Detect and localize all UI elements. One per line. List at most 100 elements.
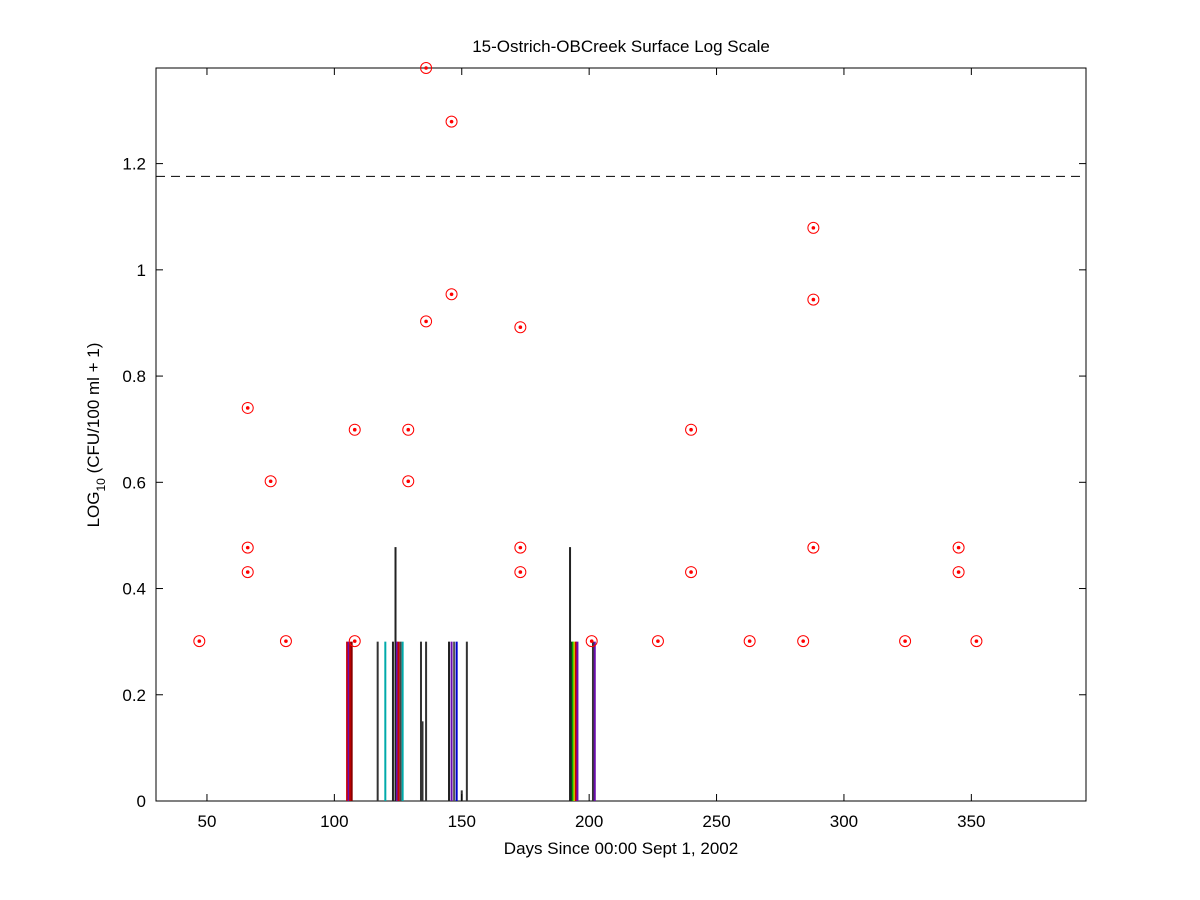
data-point-9: [402, 475, 415, 488]
bar-7: [394, 547, 397, 801]
bars-layer: [346, 547, 596, 801]
data-point-2: [241, 541, 254, 554]
data-point-ring: [402, 475, 415, 488]
data-point-ring: [279, 635, 292, 648]
bar-21: [569, 547, 572, 801]
data-point-ring: [514, 541, 527, 554]
bar-6: [391, 641, 394, 801]
plot-area: [155, 67, 1087, 802]
data-point-25: [807, 541, 820, 554]
data-point-dot: [801, 639, 805, 643]
data-point-dot: [352, 639, 357, 643]
bar-4: [376, 641, 379, 801]
data-point-11: [420, 315, 433, 328]
data-point-ring: [420, 62, 433, 74]
data-point-22: [797, 635, 810, 648]
data-point-23: [807, 221, 820, 234]
chart-title: 15-Ostrich-OBCreek Surface Log Scale: [472, 37, 770, 56]
data-point-dot: [268, 479, 273, 484]
y-tick-label-4: 0.8: [122, 367, 146, 386]
y-axis-label-subscript: 10: [94, 478, 108, 492]
y-tick-label-0: 0: [137, 792, 146, 811]
data-point-dot: [656, 639, 660, 643]
data-point-ring: [952, 566, 965, 579]
data-point-ring: [445, 115, 458, 128]
data-point-dot: [811, 545, 816, 550]
y-axis-label: LOG10 (CFU/100 ml + 1): [84, 343, 108, 528]
data-point-18: [651, 635, 664, 648]
data-point-14: [514, 321, 527, 334]
data-point-13: [445, 288, 458, 301]
data-point-5: [279, 635, 292, 648]
bar-15: [448, 641, 451, 801]
bar-14: [425, 641, 428, 801]
bar-13: [421, 721, 424, 801]
data-point-6: [348, 423, 361, 436]
x-tick-label-1: 100: [320, 812, 348, 831]
data-point-27: [952, 541, 965, 554]
bar-16: [450, 641, 453, 801]
data-point-dot: [956, 570, 961, 574]
data-point-15: [514, 541, 527, 554]
data-point-ring: [193, 635, 206, 648]
data-point-dot: [811, 297, 816, 302]
data-point-dot: [956, 545, 961, 550]
data-point-ring: [797, 635, 810, 648]
data-point-ring: [807, 293, 820, 306]
data-point-ring: [514, 321, 527, 334]
data-point-dot: [903, 639, 907, 643]
data-point-ring: [420, 315, 433, 328]
data-point-ring: [952, 541, 965, 554]
data-point-dot: [974, 639, 979, 643]
x-tick-label-0: 50: [197, 812, 216, 831]
data-point-ring: [685, 423, 698, 436]
data-point-ring: [899, 635, 912, 648]
bar-8: [396, 641, 399, 801]
data-point-28: [952, 566, 965, 579]
bar-26: [576, 641, 579, 801]
data-point-ring: [970, 635, 983, 648]
data-point-dot: [406, 427, 411, 432]
data-point-19: [685, 423, 698, 436]
data-point-dot: [245, 570, 250, 574]
bar-18: [455, 641, 458, 801]
data-point-dot: [424, 319, 428, 324]
y-tick-label-2: 0.4: [122, 580, 146, 599]
points-layer: [193, 62, 983, 648]
data-point-ring: [685, 566, 698, 579]
data-point-7: [348, 635, 361, 648]
data-point-dot: [284, 639, 288, 643]
data-point-24: [807, 293, 820, 306]
y-tick-label-1: 0.2: [122, 686, 146, 705]
bar-5: [384, 641, 387, 801]
data-point-16: [514, 566, 527, 579]
x-tick-label-5: 300: [830, 812, 858, 831]
data-point-ring: [807, 541, 820, 554]
data-point-17: [585, 635, 598, 648]
data-point-dot: [747, 639, 752, 643]
data-point-dot: [197, 639, 202, 643]
bar-2: [349, 641, 352, 801]
data-point-ring: [241, 541, 254, 554]
bar-25: [574, 641, 577, 801]
data-point-dot: [811, 226, 816, 230]
data-point-20: [685, 566, 698, 579]
data-point-dot: [449, 292, 454, 297]
bar-12: [419, 641, 422, 801]
data-point-dot: [406, 479, 411, 484]
data-point-dot: [518, 570, 523, 574]
data-point-10: [420, 62, 433, 74]
bar-1: [347, 641, 350, 801]
x-tick-label-4: 250: [702, 812, 730, 831]
data-point-1: [241, 401, 254, 414]
bar-24: [573, 641, 576, 801]
y-axis-label-prefix: LOG: [84, 492, 103, 528]
bar-20: [465, 641, 468, 801]
x-axis-label: Days Since 00:00 Sept 1, 2002: [504, 839, 738, 858]
y-tick-label-6: 1.2: [122, 155, 146, 174]
data-point-dot: [245, 406, 250, 410]
x-tick-label-6: 350: [957, 812, 985, 831]
y-tick-label-5: 1: [137, 261, 146, 280]
data-point-ring: [348, 423, 361, 436]
